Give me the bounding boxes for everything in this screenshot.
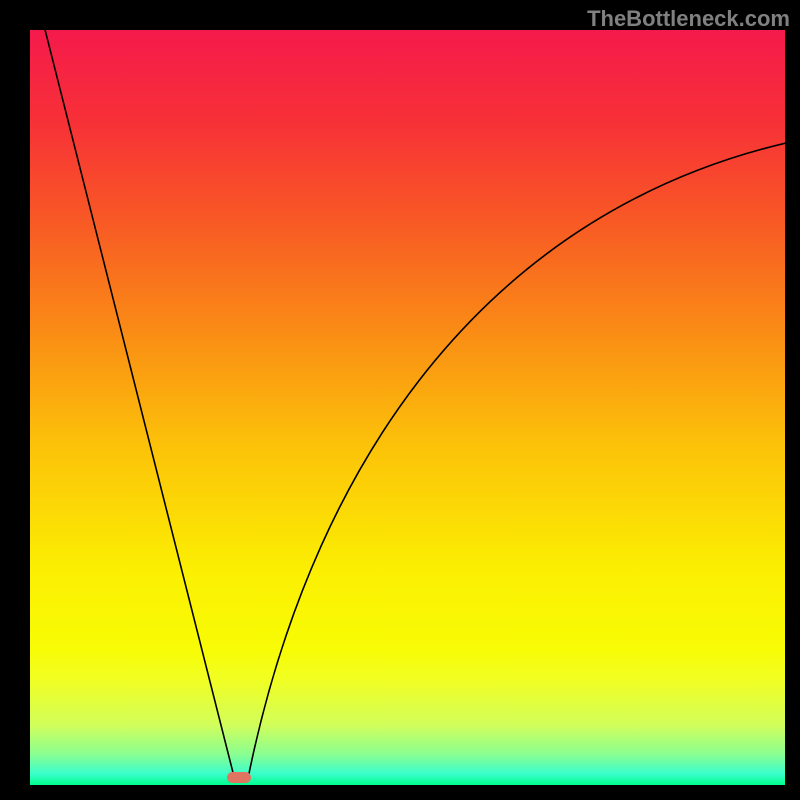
bottleneck-curve xyxy=(30,30,785,785)
watermark-text: TheBottleneck.com xyxy=(587,6,790,32)
optimal-point-marker xyxy=(227,772,251,783)
plot-area xyxy=(30,30,785,785)
chart-container: TheBottleneck.com xyxy=(0,0,800,800)
